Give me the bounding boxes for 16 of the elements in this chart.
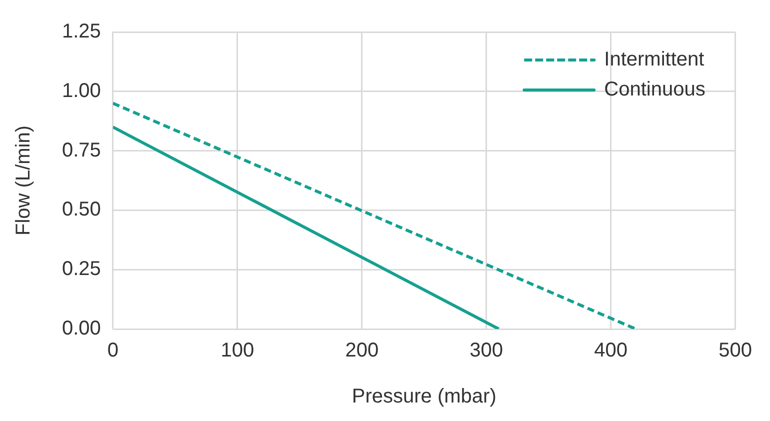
x-tick-label: 400 — [594, 340, 628, 362]
x-tick-label: 100 — [220, 340, 254, 362]
legend-label: Intermittent — [604, 48, 705, 71]
x-tick-label: 300 — [470, 340, 504, 362]
y-tick-label: 0.25 — [62, 258, 101, 280]
y-tick-label: 1.00 — [62, 80, 101, 102]
y-tick-label: 0.50 — [62, 198, 101, 221]
x-axis-title: Pressure (mbar) — [352, 386, 496, 408]
x-tick-label: 0 — [107, 340, 118, 362]
x-tick-label: 200 — [345, 340, 379, 362]
y-tick-label: 0.00 — [62, 318, 101, 340]
y-axis-title: Flow (L/min) — [12, 125, 35, 236]
legend-label: Continuous — [604, 78, 706, 101]
y-tick-label: 0.75 — [62, 139, 101, 162]
x-tick-label: 500 — [718, 340, 752, 362]
y-tick-label: 1.25 — [62, 20, 101, 43]
